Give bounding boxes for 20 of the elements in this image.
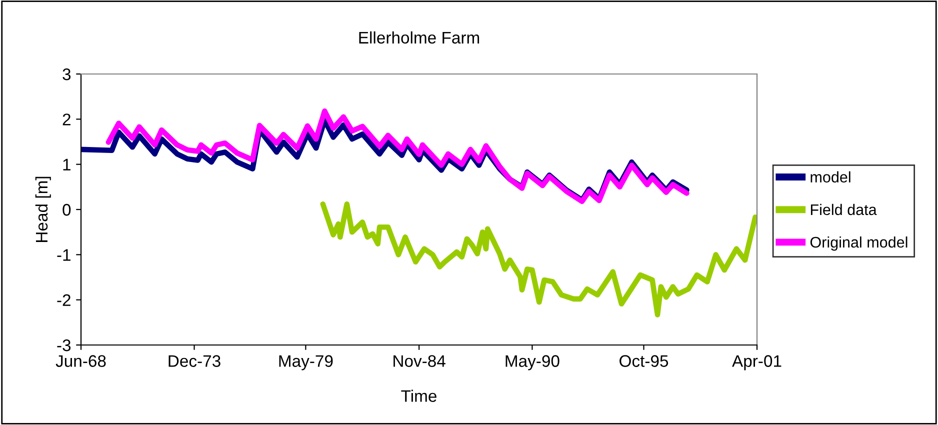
y-tick-label: 0 (62, 204, 71, 216)
x-tick-label: Apr-01 (732, 355, 782, 370)
y-axis-title: Head [m] (35, 176, 51, 242)
y-tick-label: -2 (57, 294, 70, 306)
y-tick-label: -1 (57, 249, 70, 261)
legend-label: model (810, 171, 850, 183)
legend-label: Original model (810, 236, 908, 251)
x-tick-label: Jun-68 (56, 355, 106, 367)
x-tick-label: May-90 (506, 355, 560, 370)
x-tick-label: May-79 (279, 355, 333, 370)
y-tick-label: 2 (62, 114, 70, 126)
y-tick-label: -3 (57, 339, 71, 352)
x-tick-label: Oct-95 (620, 355, 668, 367)
x-tick-label: Nov-84 (394, 355, 446, 367)
legend-label: Field data (810, 204, 877, 216)
chart-title: Ellerholme Farm (359, 31, 480, 44)
y-tick-label: 1 (63, 158, 70, 170)
y-tick-label: 3 (62, 68, 71, 80)
x-axis-title: Time (401, 390, 436, 402)
x-tick-label: Dec-73 (168, 355, 220, 367)
